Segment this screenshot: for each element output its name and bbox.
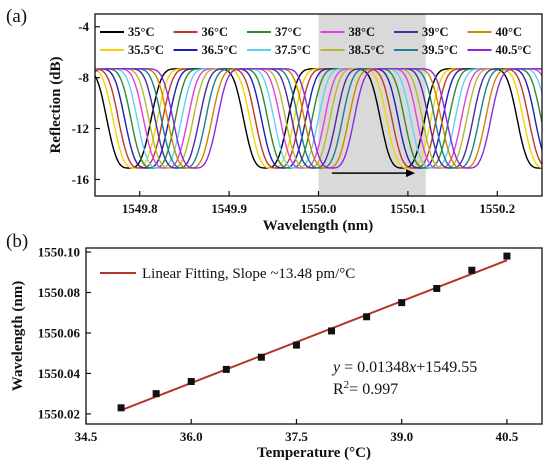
spectrum-line-9 [94, 68, 542, 169]
eq-x: x [408, 359, 416, 376]
x-axis-label-a: Wavelength (nm) [263, 218, 373, 234]
x-tick-label-b-1: 36.0 [180, 429, 203, 444]
spectrum-line-11 [94, 68, 542, 169]
eq-y: y [331, 359, 341, 376]
y-tick-label-b-4: 1550.10 [38, 245, 80, 260]
data-point-9 [433, 284, 441, 292]
panel-a-label: (a) [6, 6, 27, 27]
x-axis-label-b: Temperature (°C) [257, 445, 371, 461]
y-axis-label-a: Reflection (dB) [48, 56, 64, 153]
data-point-8 [398, 299, 406, 307]
y-tick-label-b-3: 1550.08 [38, 285, 81, 300]
spectrum-line-7 [95, 68, 543, 169]
data-point-1 [152, 390, 160, 398]
x-ticks-a: 1549.8 1549.9 1550.0 1550.1 1550.2 [122, 191, 515, 216]
y-tick-label-b-0: 1550.02 [38, 406, 80, 421]
y-ticks-b: 1550.02 1550.04 1550.06 1550.08 1550.10 [38, 245, 91, 421]
x-tick-label-b-4: 40.5 [496, 429, 519, 444]
legend-label-7: 38.5°C [349, 43, 385, 57]
legend-label-10: 40°C [496, 25, 523, 39]
data-points [117, 252, 511, 412]
fit-line [120, 259, 508, 412]
panel-a: (a) 1549.8 1549.9 1550.0 1550.1 1550.2 -4-8-… [6, 6, 543, 234]
spectrum-line-5 [95, 68, 543, 169]
data-point-6 [328, 327, 336, 335]
r2-label: R [333, 381, 344, 398]
eq-slope: = 0.01348 [340, 359, 409, 376]
data-point-5 [292, 341, 300, 349]
eq-intercept: +1549.55 [416, 359, 477, 376]
data-point-2 [187, 378, 195, 386]
x-tick-label-b-3: 39.0 [390, 429, 413, 444]
data-point-7 [363, 313, 371, 321]
x-tick-label-a-4: 1550.2 [479, 201, 515, 216]
x-ticks-b: 34.5 36.0 37.5 39.0 40.5 [75, 419, 519, 444]
legend-fit-label: Linear Fitting, Slope ~13.48 pm/°C [142, 266, 355, 282]
legend-label-8: 39°C [422, 25, 449, 39]
x-tick-label-b-0: 34.5 [75, 429, 98, 444]
r-squared: R2= 0.997 [333, 379, 398, 398]
x-tick-label-a-0: 1549.8 [122, 201, 158, 216]
legend-label-5: 37.5°C [275, 43, 311, 57]
legend-label-4: 37°C [275, 25, 302, 39]
x-tick-label-a-1: 1549.9 [211, 201, 247, 216]
legend-label-9: 39.5°C [422, 43, 458, 57]
fit-line-group [120, 259, 508, 412]
legend-label-3: 36.5°C [202, 43, 238, 57]
legend-label-2: 36°C [202, 25, 229, 39]
panel-b-label: (b) [6, 231, 28, 252]
y-tick-label-a-0: -4 [78, 19, 89, 34]
spectrum-line-3 [95, 68, 543, 169]
y-axis-label-b: Wavelength (nm) [10, 281, 26, 391]
legend-label-1: 35.5°C [128, 43, 164, 57]
x-tick-label-a-3: 1550.1 [390, 201, 426, 216]
data-point-0 [117, 404, 125, 412]
legend-label-11: 40.5°C [496, 43, 532, 57]
x-tick-label-b-2: 37.5 [285, 429, 308, 444]
r2-sup: 2 [344, 379, 350, 391]
data-point-3 [222, 365, 230, 373]
r2-value: = 0.997 [349, 381, 398, 398]
legend-label-6: 38°C [349, 25, 376, 39]
fit-equation: y = 0.01348x+1549.55 [331, 359, 477, 376]
y-ticks-a: -4 -8 -12 -16 [72, 19, 100, 187]
spectrum-line-4 [95, 68, 543, 169]
y-tick-label-b-1: 1550.04 [38, 366, 81, 381]
data-point-10 [468, 266, 476, 274]
arrow-head [406, 169, 416, 178]
legend-a: 35°C 36°C 37°C 38°C 39°C 40°C 35.5°C 36.5°C 37.5… [100, 25, 531, 57]
y-tick-label-a-1: -8 [78, 70, 89, 85]
data-point-11 [503, 252, 511, 260]
y-tick-label-a-2: -12 [72, 121, 89, 136]
panel-b: (b) 34.5 36.0 37.5 39.0 40.5 1550.021550.041… [6, 231, 543, 461]
y-tick-label-b-2: 1550.06 [38, 325, 81, 340]
plot-frame-b [85, 247, 543, 425]
x-tick-label-a-2: 1550.0 [301, 201, 337, 216]
legend-label-0: 35°C [128, 25, 155, 39]
spectra-group [94, 68, 543, 169]
y-tick-label-a-3: -16 [72, 172, 90, 187]
shift-arrow [331, 169, 416, 178]
data-point-4 [257, 353, 265, 361]
